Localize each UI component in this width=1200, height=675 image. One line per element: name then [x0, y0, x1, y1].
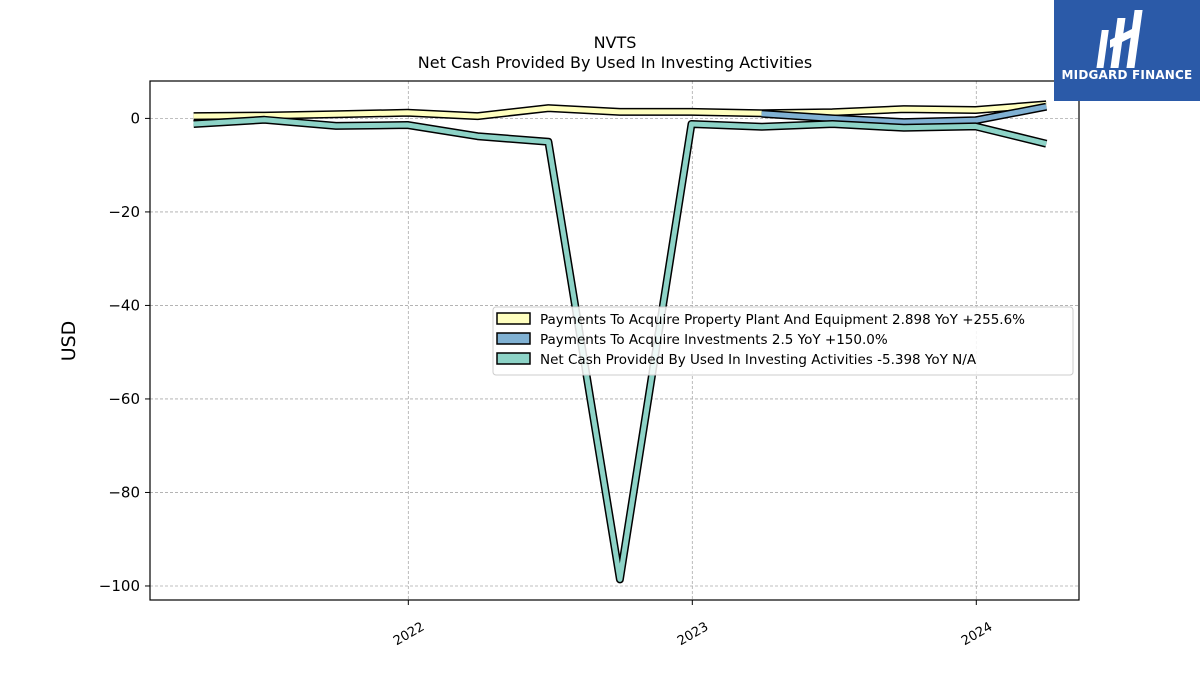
- x-tick-label: 2022: [391, 620, 427, 650]
- plot-frame: [149, 80, 1080, 601]
- y-tick-label: −40: [108, 296, 140, 314]
- y-axis-label: USD: [58, 321, 80, 362]
- legend-swatch: [496, 352, 531, 365]
- legend-entry: Net Cash Provided By Used In Investing A…: [540, 352, 977, 368]
- logo-mark-icon: [1096, 10, 1143, 68]
- series-path: [193, 117, 1047, 582]
- legend-box: [492, 306, 1074, 376]
- legend-entry: Payments To Acquire Property Plant And E…: [540, 312, 1025, 328]
- y-tick-label: −80: [108, 483, 140, 501]
- x-tick-label: 2023: [675, 620, 711, 650]
- x-tick-label: 2024: [959, 620, 995, 650]
- legend-swatch: [496, 312, 531, 325]
- series-path: [761, 104, 1047, 125]
- legend-swatch: [496, 332, 531, 345]
- legend-entry: Payments To Acquire Investments 2.5 YoY …: [540, 332, 888, 348]
- series-line-2: [193, 115, 1048, 584]
- y-tick-label: 0: [130, 109, 140, 127]
- series-line-0: [193, 100, 1047, 121]
- legend: Payments To Acquire Property Plant And E…: [492, 306, 1074, 376]
- series-line-1: [761, 102, 1048, 127]
- brand-name: MIDGARD FINANCE: [1061, 68, 1193, 82]
- y-tick-label: −20: [108, 203, 140, 221]
- y-tick-label: −100: [99, 577, 140, 595]
- series-path: [193, 101, 1047, 119]
- chart-title: NVTS: [594, 33, 637, 52]
- midgard-finance-logo: MIDGARD FINANCE: [1054, 0, 1200, 101]
- y-tick-label: −60: [108, 390, 140, 408]
- chart-subtitle: Net Cash Provided By Used In Investing A…: [418, 53, 812, 72]
